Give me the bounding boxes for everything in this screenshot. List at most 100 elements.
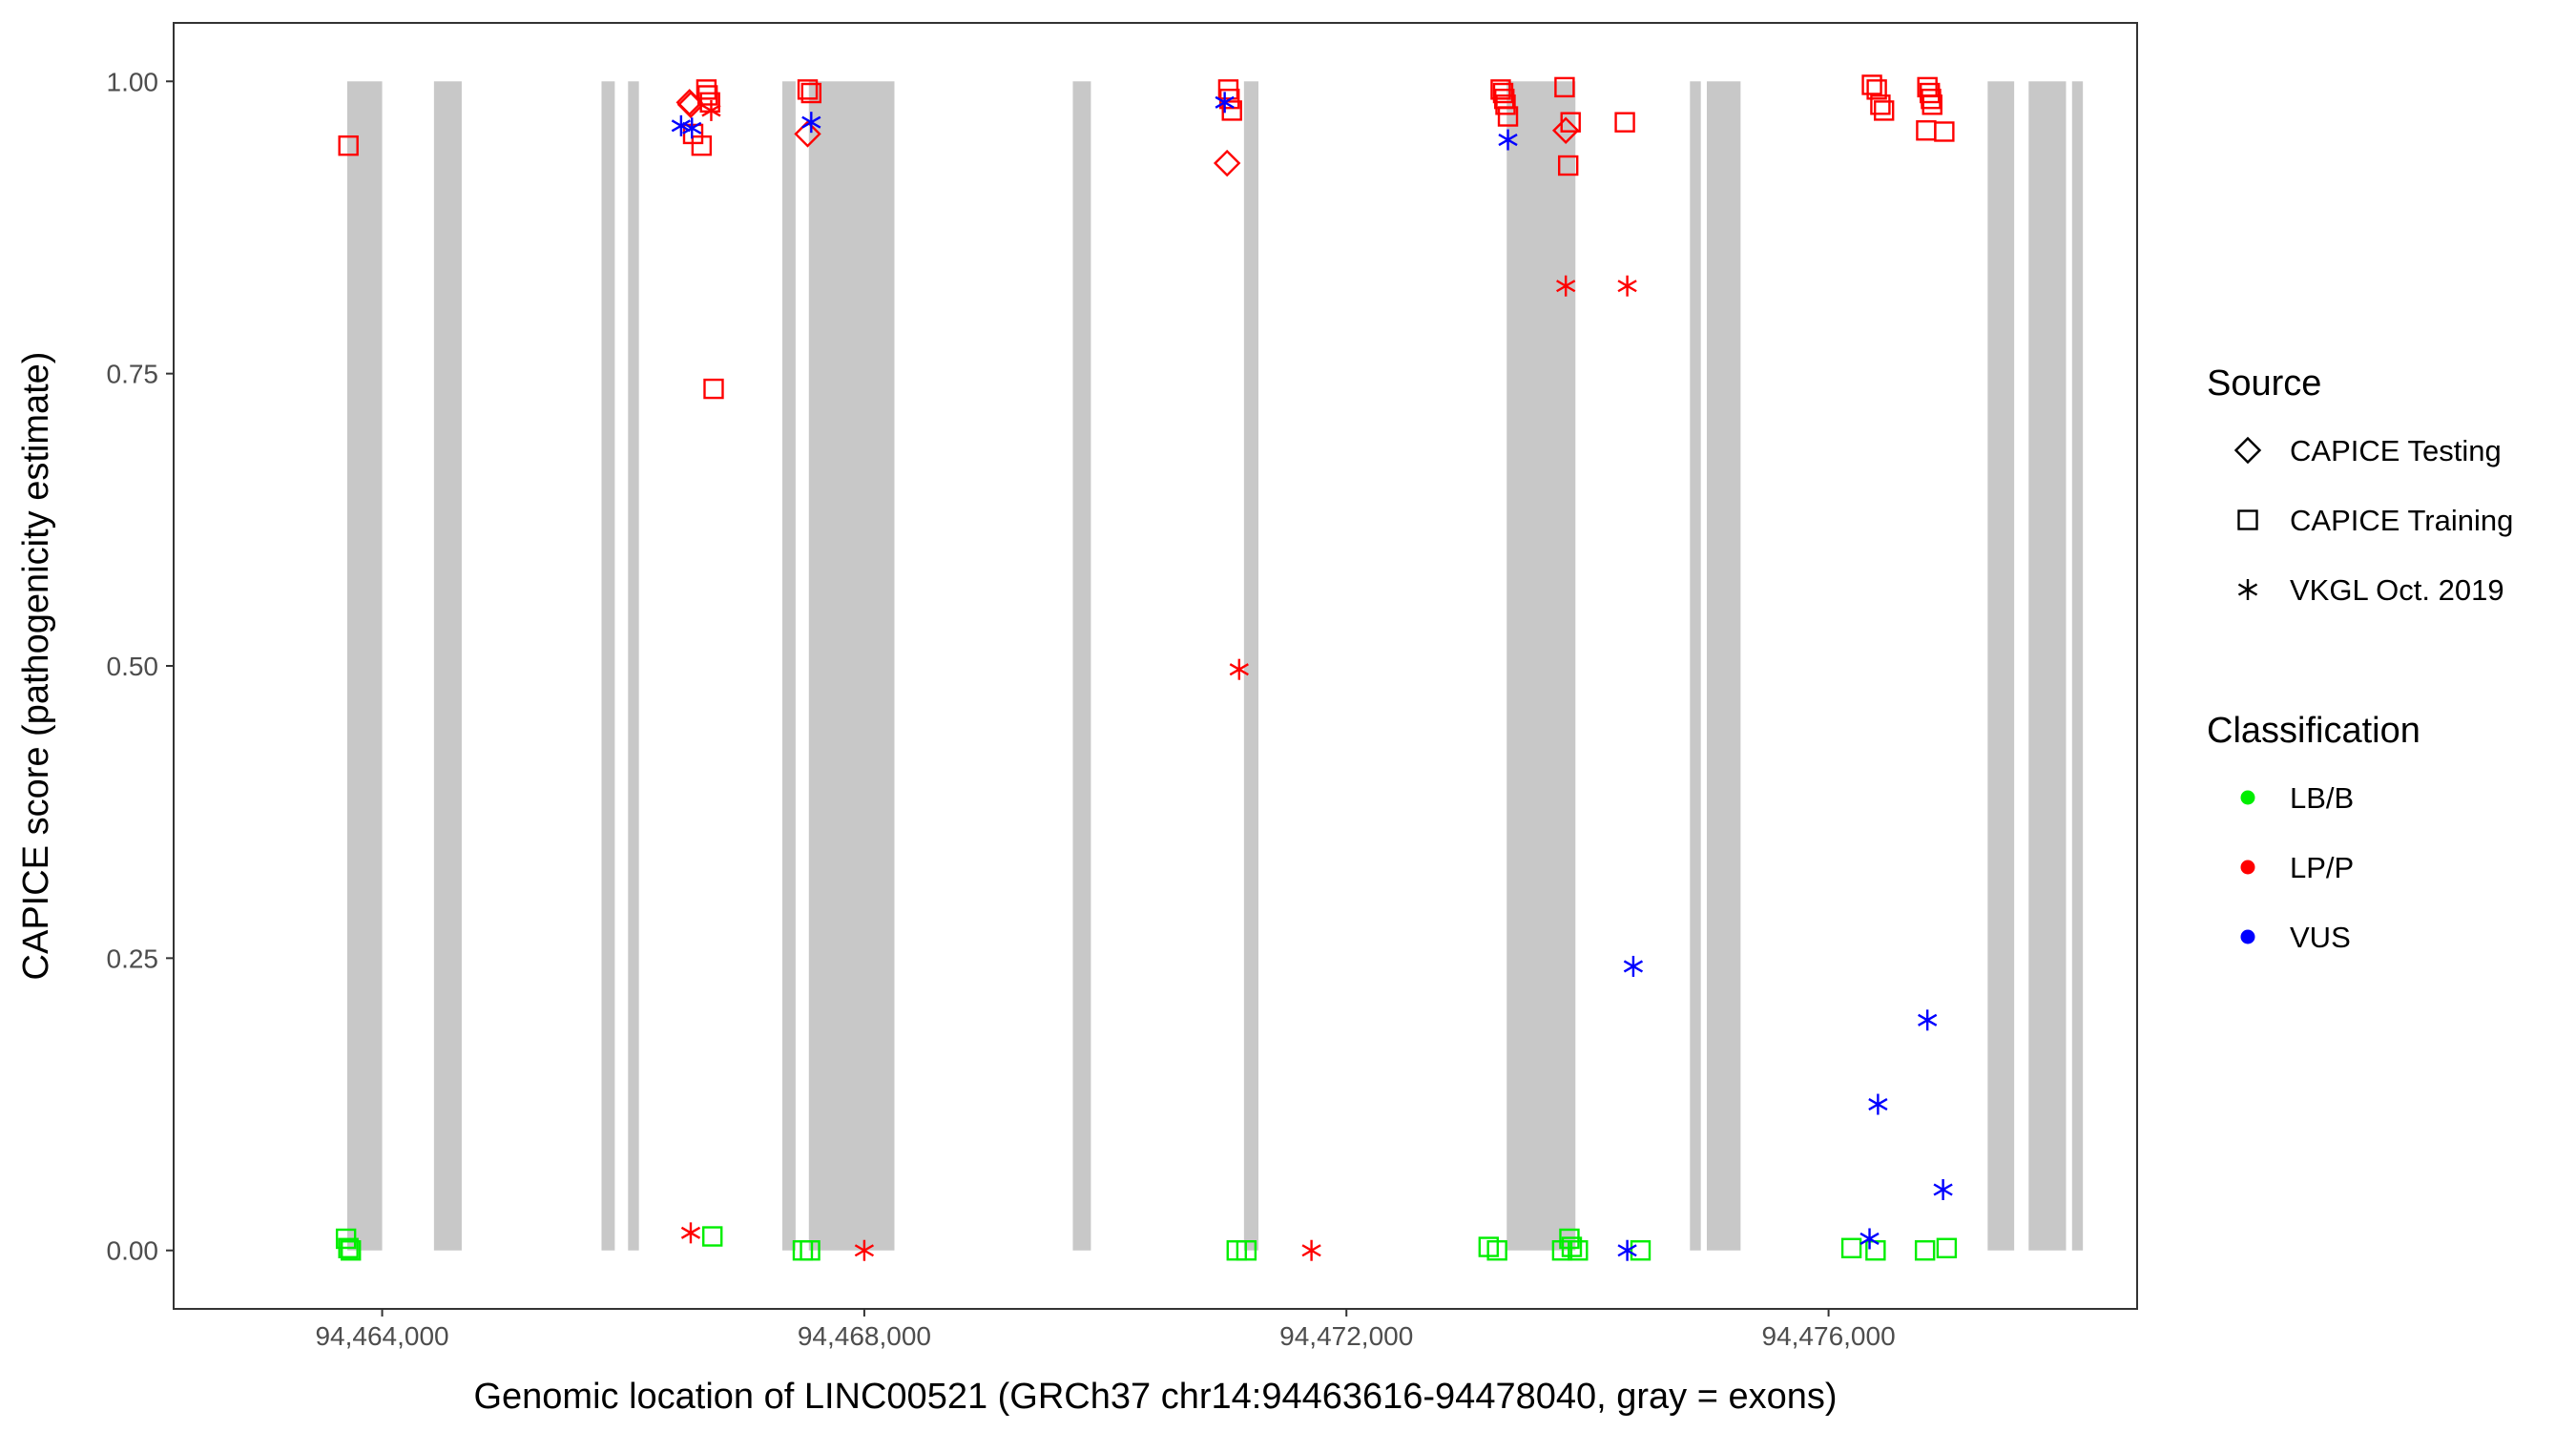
vkgl-oct-2019-lp-p-point bbox=[680, 1222, 701, 1244]
vkgl-oct-2019-vus-point bbox=[1617, 1239, 1637, 1261]
y-tick-label: 1.00 bbox=[107, 67, 159, 96]
capice-training-lp-p-point bbox=[1861, 74, 1882, 95]
exon-band bbox=[1987, 81, 2015, 1251]
capice-training-lb-b-point bbox=[1840, 1237, 1862, 1258]
exon-band bbox=[346, 81, 383, 1251]
capice-training-lp-p-point bbox=[1497, 106, 1519, 127]
vkgl-oct-2019-vus-point bbox=[671, 114, 691, 136]
capice-training-lb-b-point bbox=[1630, 1240, 1652, 1261]
capice-training-lp-p-point bbox=[1557, 155, 1579, 176]
legend-key-diamond bbox=[2233, 436, 2262, 465]
vkgl-oct-2019-lp-p-point bbox=[701, 99, 721, 121]
exon-band bbox=[1072, 81, 1091, 1251]
legend-source-items: CAPICE Testing CAPICE Training VKGL Oct. 2… bbox=[2233, 434, 2513, 607]
exon-band bbox=[808, 81, 895, 1251]
capice-training-lp-p-point bbox=[1934, 121, 1955, 142]
legend-key-square bbox=[2237, 509, 2258, 530]
exon-bands bbox=[346, 81, 2084, 1251]
capice-training-lp-p-point bbox=[1916, 120, 1937, 141]
legend-classification-items: LB/B LP/P VUS bbox=[2240, 781, 2354, 954]
capice-training-lp-p-point bbox=[797, 79, 819, 100]
legend-label: VUS bbox=[2290, 921, 2351, 954]
vkgl-oct-2019-lp-p-point bbox=[1617, 275, 1637, 297]
legend-label: CAPICE Training bbox=[2290, 504, 2513, 537]
vkgl-oct-2019-lp-p-point bbox=[1301, 1239, 1321, 1261]
capice-training-lb-b-point bbox=[1568, 1240, 1589, 1261]
vkgl-oct-2019-lp-p-point bbox=[854, 1239, 875, 1261]
capice-training-lb-b-point bbox=[341, 1240, 362, 1261]
exon-band bbox=[2028, 81, 2067, 1251]
capice-training-lp-p-point bbox=[703, 378, 724, 400]
capice-training-lb-b-point bbox=[702, 1226, 723, 1247]
x-tick-label: 94,464,000 bbox=[315, 1321, 448, 1351]
capice-training-lp-p-point bbox=[1922, 94, 1942, 115]
x-axis-title: Genomic location of LINC00521 (GRCh37 ch… bbox=[473, 1377, 1837, 1417]
capice-training-lp-p-point bbox=[1221, 100, 1242, 121]
capice-training-lp-p-point bbox=[1873, 100, 1895, 121]
legend-title-classification: Classification bbox=[2207, 711, 2420, 751]
capice-training-lp-p-point bbox=[691, 135, 713, 156]
legend-label: LP/P bbox=[2290, 851, 2354, 884]
capice-training-lp-p-point bbox=[1866, 79, 1887, 100]
vkgl-oct-2019-vus-point bbox=[801, 112, 821, 134]
legend: Source CAPICE Testing CAPICE Training VKGL… bbox=[2207, 363, 2513, 954]
capice-training-lb-b-point bbox=[800, 1240, 821, 1261]
exon-band bbox=[1243, 81, 1259, 1251]
capice-training-lp-p-point bbox=[1554, 76, 1575, 98]
capice-training-lp-p-point bbox=[1495, 94, 1516, 115]
capice-training-lp-p-point bbox=[1870, 94, 1891, 115]
capice-testing-lp-p-point bbox=[1213, 149, 1241, 177]
legend-label: VKGL Oct. 2019 bbox=[2290, 573, 2504, 607]
capice-training-lb-b-point bbox=[1936, 1237, 1958, 1258]
legend-title-source: Source bbox=[2207, 363, 2321, 404]
capice-training-lp-p-point bbox=[1560, 112, 1581, 133]
y-axis: 0.00 0.25 0.50 0.75 1.00 bbox=[107, 67, 174, 1266]
capice-training-lp-p-point bbox=[338, 135, 359, 156]
y-axis-title: CAPICE score (pathogenicity estimate) bbox=[16, 352, 56, 981]
y-tick-label: 0.25 bbox=[107, 944, 159, 973]
legend-label: CAPICE Testing bbox=[2290, 434, 2502, 467]
capice-training-lp-p-point bbox=[1614, 112, 1635, 133]
capice-training-lb-b-point bbox=[1486, 1240, 1507, 1261]
exon-band bbox=[1506, 81, 1576, 1251]
capice-testing-lp-p-point bbox=[1551, 116, 1580, 144]
capice-training-lp-p-point bbox=[696, 79, 717, 100]
y-tick-label: 0.75 bbox=[107, 360, 159, 389]
capice-training-lp-p-point bbox=[1920, 82, 1941, 104]
capice-training-lp-p-point bbox=[800, 82, 822, 104]
capice-training-lp-p-point bbox=[696, 85, 718, 106]
data-points bbox=[335, 74, 1958, 1261]
plot-panel-border bbox=[173, 22, 2138, 1310]
x-axis: 94,464,000 94,468,000 94,472,000 94,476,000 bbox=[315, 1309, 1896, 1351]
capice-training-lb-b-point bbox=[1914, 1240, 1936, 1261]
exon-band bbox=[1690, 81, 1701, 1251]
vkgl-oct-2019-lp-p-point bbox=[1556, 275, 1576, 297]
capice-testing-lp-p-point bbox=[794, 120, 821, 148]
vkgl-oct-2019-vus-point bbox=[682, 117, 702, 139]
vkgl-oct-2019-vus-point bbox=[1623, 955, 1644, 977]
legend-key-dot bbox=[2240, 790, 2255, 805]
vkgl-oct-2019-vus-point bbox=[1215, 92, 1235, 114]
x-tick-label: 94,468,000 bbox=[798, 1321, 931, 1351]
exon-band bbox=[433, 81, 462, 1251]
exon-band bbox=[1706, 81, 1741, 1251]
capice-training-lb-b-point bbox=[338, 1237, 359, 1258]
legend-key-asterisk bbox=[2237, 579, 2258, 600]
x-tick-label: 94,476,000 bbox=[1762, 1321, 1896, 1351]
capice-training-lb-b-point bbox=[1561, 1236, 1583, 1257]
vkgl-oct-2019-vus-point bbox=[1933, 1179, 1953, 1201]
exon-band bbox=[2071, 81, 2084, 1251]
x-tick-label: 94,472,000 bbox=[1279, 1321, 1413, 1351]
exon-band bbox=[781, 81, 796, 1251]
legend-key-dot bbox=[2240, 860, 2255, 875]
vkgl-oct-2019-vus-point bbox=[1918, 1009, 1938, 1031]
vkgl-oct-2019-vus-point bbox=[1498, 129, 1518, 151]
exon-band bbox=[628, 81, 639, 1251]
vkgl-oct-2019-vus-point bbox=[1868, 1093, 1888, 1115]
exon-band bbox=[601, 81, 615, 1251]
vkgl-oct-2019-lp-p-point bbox=[1229, 658, 1249, 680]
legend-key-dot bbox=[2240, 929, 2255, 944]
vkgl-oct-2019-vus-point bbox=[1859, 1228, 1880, 1250]
y-tick-label: 0.50 bbox=[107, 652, 159, 681]
capice-training-lp-p-point bbox=[1492, 82, 1514, 104]
